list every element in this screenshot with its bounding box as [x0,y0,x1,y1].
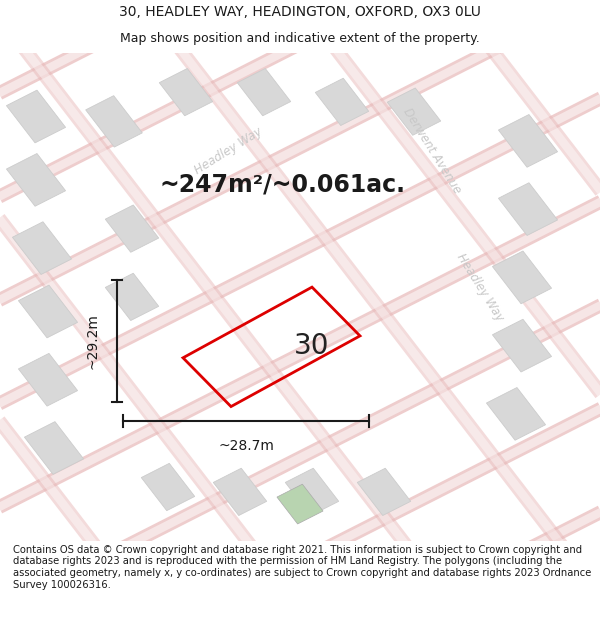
Text: ~28.7m: ~28.7m [218,439,274,452]
Polygon shape [237,69,291,116]
Text: 30, HEADLEY WAY, HEADINGTON, OXFORD, OX3 0LU: 30, HEADLEY WAY, HEADINGTON, OXFORD, OX3… [119,4,481,19]
Polygon shape [277,484,323,524]
Text: Derwent Avenue: Derwent Avenue [400,106,464,196]
Text: Contains OS data © Crown copyright and database right 2021. This information is : Contains OS data © Crown copyright and d… [13,545,592,589]
Polygon shape [7,90,65,143]
Text: Headley Way: Headley Way [192,124,264,177]
Text: ~29.2m: ~29.2m [86,312,100,369]
Polygon shape [25,422,83,474]
Polygon shape [493,319,551,372]
Polygon shape [86,96,142,147]
Polygon shape [493,251,551,304]
Text: Map shows position and indicative extent of the property.: Map shows position and indicative extent… [120,32,480,45]
Polygon shape [213,468,267,516]
Polygon shape [19,285,77,338]
Text: ~247m²/~0.061ac.: ~247m²/~0.061ac. [159,173,405,197]
Polygon shape [141,463,195,511]
Polygon shape [315,78,369,126]
Polygon shape [387,88,441,135]
Polygon shape [357,468,411,516]
Text: Headley Way: Headley Way [454,251,506,323]
Polygon shape [105,205,159,252]
Polygon shape [487,388,545,440]
Polygon shape [285,468,339,516]
Polygon shape [7,154,65,206]
Polygon shape [13,222,71,274]
Polygon shape [499,182,557,236]
Polygon shape [19,353,77,406]
Polygon shape [105,273,159,321]
Polygon shape [159,69,213,116]
Polygon shape [499,114,557,168]
Text: 30: 30 [294,332,330,359]
